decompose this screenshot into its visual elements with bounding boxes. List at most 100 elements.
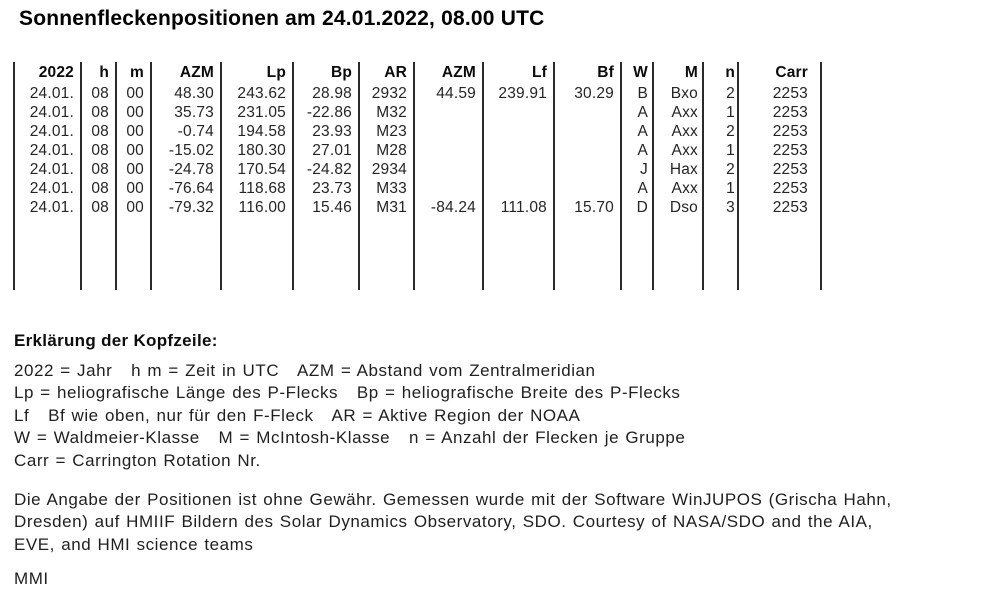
cell-w: A [637, 104, 648, 121]
cell-ar: M31 [376, 199, 407, 216]
header-bp: Bp [330, 64, 352, 81]
cell-ar: M23 [376, 123, 407, 140]
cell-h: 08 [91, 161, 109, 178]
page-title: Sonnenfleckenpositionen am 24.01.2022, 0… [19, 7, 545, 30]
cell-carr: 2253 [772, 199, 808, 216]
cell-azm-f [415, 179, 484, 198]
cell-bp: 23.93 [312, 123, 352, 140]
explanation-heading: Erklärung der Kopfzeile: [14, 331, 218, 350]
cell-bp: -24.82 [306, 161, 352, 178]
cell-carr: 2253 [772, 142, 808, 159]
cell-n: 1 [726, 142, 735, 159]
cell-lf [484, 141, 555, 160]
column-divider [482, 62, 484, 290]
cell-n: 3 [726, 199, 735, 216]
cell-bf [555, 160, 622, 179]
cell-azm-f [415, 141, 484, 160]
header-lp: Lp [266, 64, 286, 81]
column-divider [702, 62, 704, 290]
header-lf: Lf [531, 64, 547, 81]
cell-azm-p: 35.73 [174, 104, 214, 121]
header-carr: Carr [775, 64, 808, 81]
cell-m-class: Hax [669, 161, 698, 178]
column-divider [358, 62, 360, 290]
cell-lf [484, 160, 555, 179]
cell-lf: 111.08 [500, 199, 547, 216]
cell-bf [555, 122, 622, 141]
cell-azm-f [415, 103, 484, 122]
table-row: 24.01. 08 00 -79.32 116.00 15.46 M31 -84… [13, 198, 822, 217]
cell-azm-f [415, 122, 484, 141]
explanation-line: Carr = Carrington Rotation Nr. [14, 450, 261, 470]
cell-date: 24.01. [29, 180, 74, 197]
cell-date: 24.01. [29, 199, 74, 216]
header-azm-p: AZM [179, 64, 214, 81]
cell-ar: 2934 [371, 161, 407, 178]
column-divider [553, 62, 555, 290]
cell-bf [555, 103, 622, 122]
cell-m-class: Axx [671, 142, 698, 159]
column-divider [13, 62, 15, 290]
cell-n: 2 [726, 161, 735, 178]
header-bf: Bf [597, 64, 614, 81]
header-year: 2022 [38, 64, 74, 81]
cell-h: 08 [91, 142, 109, 159]
cell-azm-p: 48.30 [174, 85, 214, 102]
cell-azm-p: -79.32 [168, 199, 214, 216]
cell-bp: 23.73 [312, 180, 352, 197]
column-divider [820, 62, 822, 290]
cell-lp: 118.68 [238, 180, 286, 197]
cell-w: A [637, 123, 648, 140]
cell-m: 00 [126, 123, 144, 140]
header-w: W [633, 64, 648, 81]
cell-w: J [640, 161, 648, 178]
cell-h: 08 [91, 180, 109, 197]
table-row: 24.01. 08 00 -76.64 118.68 23.73 M33 A A… [13, 179, 822, 198]
cell-lf: 239.91 [498, 85, 547, 102]
cell-h: 08 [91, 85, 109, 102]
cell-lp: 194.58 [237, 123, 286, 140]
cell-bf [555, 179, 622, 198]
cell-h: 08 [91, 123, 109, 140]
cell-m: 00 [126, 180, 144, 197]
cell-w: A [637, 142, 648, 159]
cell-n: 1 [726, 104, 735, 121]
cell-bf: 30.29 [574, 85, 614, 102]
cell-azm-p: -15.02 [168, 142, 214, 159]
cell-ar: M33 [376, 180, 407, 197]
cell-w: B [637, 85, 648, 102]
cell-m-class: Axx [671, 123, 698, 140]
cell-ar: M32 [376, 104, 407, 121]
cell-carr: 2253 [772, 161, 808, 178]
table-row: 24.01. 08 00 35.73 231.05 -22.86 M32 A A… [13, 103, 822, 122]
cell-m-class: Axx [671, 104, 698, 121]
cell-azm-p: -0.74 [177, 123, 214, 140]
cell-lf [484, 103, 555, 122]
cell-lf [484, 122, 555, 141]
cell-azm-p: -76.64 [168, 180, 214, 197]
column-divider [737, 62, 739, 290]
column-divider [620, 62, 622, 290]
cell-bp: 28.98 [312, 85, 352, 102]
column-divider [652, 62, 654, 290]
header-m: m [130, 64, 144, 81]
cell-w: A [637, 180, 648, 197]
cell-carr: 2253 [772, 104, 808, 121]
cell-bf: 15.70 [574, 199, 614, 216]
cell-bp: 27.01 [312, 142, 352, 159]
cell-m: 00 [126, 161, 144, 178]
cell-lp: 170.54 [237, 161, 286, 178]
header-m-class: M [684, 64, 698, 81]
explanation-line: Lf Bf wie oben, nur für den F-Fleck AR =… [14, 405, 581, 425]
cell-azm-f: 44.59 [436, 85, 476, 102]
cell-lp: 180.30 [237, 142, 286, 159]
cell-m: 00 [126, 104, 144, 121]
header-h: h [99, 64, 109, 81]
header-azm-f: AZM [441, 64, 476, 81]
explanation-line: W = Waldmeier-Klasse M = McIntosh-Klasse… [14, 428, 686, 448]
column-divider [150, 62, 152, 290]
header-ar: AR [384, 64, 407, 81]
sunspot-table: 2022 h m AZM Lp Bp AR AZM Lf Bf W M n Ca… [13, 62, 822, 290]
cell-ar: 2932 [371, 85, 407, 102]
